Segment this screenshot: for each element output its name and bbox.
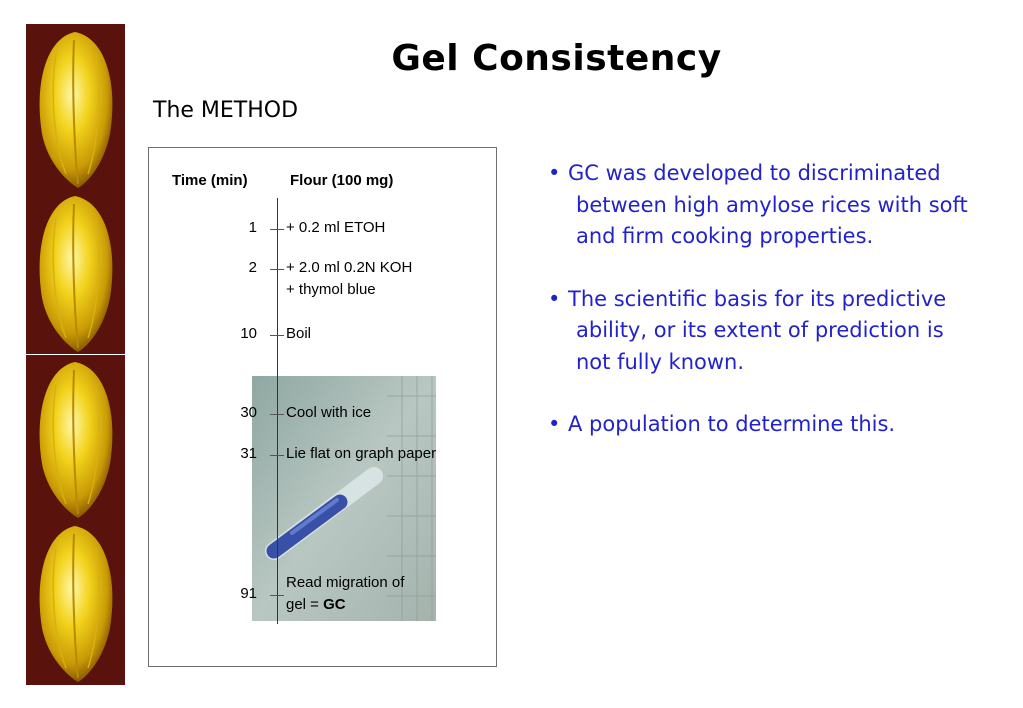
gc-abbreviation: GC: [323, 596, 346, 613]
bullet-item: • GC was developed to discriminated betw…: [548, 158, 1008, 253]
bullet-text: A population to determine this.: [568, 412, 896, 436]
rice-grain-strip: [26, 24, 125, 685]
rice-grain: [39, 526, 113, 682]
gel-tube-photo: [252, 376, 436, 621]
step-description: Read migration of gel = GC: [286, 572, 404, 616]
step-line: Boil: [286, 325, 312, 342]
step-line: + thymol blue: [286, 281, 376, 298]
slide-title: Gel Consistency: [391, 38, 722, 79]
bullet-dot: •: [548, 412, 561, 436]
timeline-tick: [270, 595, 284, 596]
step-line: + 2.0 ml 0.2N KOH: [286, 259, 413, 276]
step-description: Lie flat on graph paper: [286, 443, 436, 465]
timeline-tick: [270, 269, 284, 270]
rice-grain: [39, 196, 113, 352]
step-description: Cool with ice: [286, 402, 371, 424]
timeline-tick: [270, 229, 284, 230]
test-tube-on-graph-paper-image: [252, 376, 436, 621]
step-line: + 0.2 ml ETOH: [286, 219, 386, 236]
step-time: 1: [248, 219, 257, 236]
timeline-tick: [270, 335, 284, 336]
flour-column-header: Flour (100 mg): [290, 172, 394, 189]
strip-divider: [26, 354, 125, 355]
step-time: 30: [240, 404, 257, 421]
step-description: + 0.2 ml ETOH: [286, 217, 385, 239]
bullet-item: • A population to determine this.: [548, 409, 1008, 441]
timeline-tick: [270, 414, 284, 415]
step-line: Cool with ice: [286, 404, 372, 421]
bullet-item: • The scientific basis for its predictiv…: [548, 284, 1008, 379]
timeline-axis: [277, 198, 278, 624]
time-column-header: Time (min): [172, 172, 248, 189]
step-time: 31: [240, 445, 257, 462]
bullet-text: GC was developed to discriminated betwee…: [568, 161, 968, 248]
rice-grain: [39, 362, 113, 518]
step-line-prefix: gel =: [286, 596, 324, 613]
step-time: 91: [240, 585, 257, 602]
bullet-dot: •: [548, 161, 561, 185]
bullet-dot: •: [548, 286, 561, 311]
method-subtitle: The METHOD: [153, 98, 299, 123]
step-description: + 2.0 ml 0.2N KOH + thymol blue: [286, 257, 412, 301]
step-line: Read migration of: [286, 574, 405, 591]
step-line: gel = GC: [286, 594, 404, 616]
bullet-text: The scientific basis for its predictive …: [568, 286, 947, 374]
bullet-list: • GC was developed to discriminated betw…: [548, 158, 1008, 472]
step-time: 2: [248, 259, 257, 276]
timeline-tick: [270, 455, 284, 456]
step-description: Boil: [286, 323, 311, 345]
step-line: Lie flat on graph paper: [286, 445, 437, 462]
rice-grain-illustration: [39, 32, 113, 682]
rice-grain: [39, 32, 113, 188]
step-time: 10: [240, 325, 257, 342]
method-panel: Time (min) Flour (100 mg) 1 + 0.2 ml ETO…: [148, 147, 497, 667]
